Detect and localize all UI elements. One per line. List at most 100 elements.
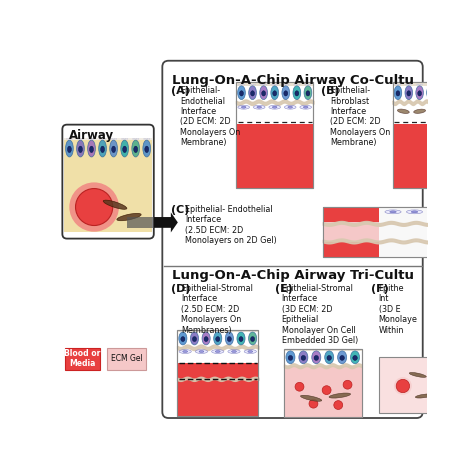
Circle shape	[208, 330, 210, 332]
Ellipse shape	[103, 200, 127, 210]
Ellipse shape	[77, 140, 84, 157]
Circle shape	[291, 349, 292, 350]
Circle shape	[145, 138, 146, 140]
Ellipse shape	[145, 146, 149, 153]
Text: Epithelial-
Fibroblast
Interface
(2D ECM: 2D
Monolayers On
Membrane): Epithelial- Fibroblast Interface (2D ECM…	[330, 86, 391, 147]
Circle shape	[132, 138, 134, 140]
Circle shape	[297, 84, 299, 85]
Bar	[392, 124, 447, 188]
Ellipse shape	[269, 105, 281, 109]
Bar	[284, 349, 362, 417]
Ellipse shape	[301, 395, 322, 401]
Circle shape	[331, 349, 333, 350]
Ellipse shape	[439, 91, 443, 96]
Bar	[65, 348, 100, 370]
Circle shape	[93, 138, 95, 140]
Text: Epithe
Int
(3D E
Monolaye
Within: Epithe Int (3D E Monolaye Within	[379, 284, 418, 335]
Bar	[392, 82, 447, 188]
Text: Blood or
Media: Blood or Media	[64, 349, 100, 368]
Bar	[323, 207, 447, 257]
Ellipse shape	[132, 140, 139, 157]
Ellipse shape	[271, 86, 279, 100]
Circle shape	[355, 349, 357, 350]
Ellipse shape	[257, 106, 262, 108]
Ellipse shape	[407, 91, 410, 96]
Circle shape	[295, 383, 304, 391]
Ellipse shape	[415, 394, 433, 398]
Ellipse shape	[398, 109, 409, 113]
Circle shape	[127, 138, 128, 140]
Circle shape	[68, 138, 69, 140]
Ellipse shape	[284, 91, 288, 96]
Text: (D): (D)	[171, 284, 191, 294]
Circle shape	[306, 349, 307, 350]
Circle shape	[344, 349, 346, 350]
Bar	[236, 82, 313, 86]
Ellipse shape	[438, 86, 445, 100]
Circle shape	[284, 84, 286, 85]
Circle shape	[90, 138, 91, 140]
Ellipse shape	[406, 210, 422, 214]
Circle shape	[407, 84, 409, 85]
Ellipse shape	[288, 356, 293, 360]
Ellipse shape	[192, 337, 197, 342]
Ellipse shape	[134, 146, 137, 153]
Circle shape	[312, 349, 314, 350]
Circle shape	[103, 138, 104, 140]
Ellipse shape	[228, 337, 231, 342]
Circle shape	[69, 182, 119, 232]
Ellipse shape	[284, 105, 296, 109]
Ellipse shape	[251, 91, 255, 96]
Circle shape	[265, 84, 267, 85]
Circle shape	[308, 84, 310, 85]
Text: Lung-On-A-Chip Airway Tri-Cultu: Lung-On-A-Chip Airway Tri-Cultu	[172, 269, 413, 282]
Circle shape	[276, 84, 278, 85]
Ellipse shape	[273, 106, 277, 108]
Ellipse shape	[143, 140, 151, 157]
Circle shape	[241, 330, 243, 332]
Ellipse shape	[183, 351, 188, 353]
Ellipse shape	[428, 210, 444, 214]
Bar	[107, 348, 146, 370]
Circle shape	[421, 84, 423, 85]
Circle shape	[272, 84, 273, 85]
Circle shape	[273, 84, 274, 85]
Bar	[177, 330, 258, 417]
Circle shape	[443, 84, 445, 85]
Circle shape	[104, 138, 106, 140]
Ellipse shape	[249, 86, 256, 100]
Ellipse shape	[123, 146, 127, 153]
Text: (B): (B)	[321, 86, 340, 96]
Ellipse shape	[325, 351, 334, 364]
Circle shape	[307, 398, 319, 410]
Circle shape	[243, 84, 245, 85]
Circle shape	[340, 349, 342, 350]
Circle shape	[353, 349, 355, 350]
Ellipse shape	[273, 91, 277, 96]
Circle shape	[326, 349, 327, 350]
Circle shape	[249, 84, 251, 85]
Ellipse shape	[112, 146, 116, 153]
Circle shape	[342, 349, 344, 350]
Ellipse shape	[181, 337, 185, 342]
Ellipse shape	[99, 140, 107, 157]
Circle shape	[218, 330, 219, 332]
Circle shape	[79, 138, 81, 140]
Circle shape	[88, 138, 90, 140]
Circle shape	[240, 84, 241, 85]
Bar	[177, 330, 258, 332]
Ellipse shape	[260, 86, 267, 100]
Circle shape	[394, 377, 412, 395]
Bar	[284, 349, 362, 351]
Circle shape	[292, 349, 294, 350]
Ellipse shape	[228, 350, 240, 354]
Ellipse shape	[286, 351, 295, 364]
Text: ECM Gel: ECM Gel	[111, 354, 143, 363]
Text: (E): (E)	[275, 284, 292, 294]
Circle shape	[243, 330, 245, 332]
Circle shape	[264, 84, 265, 85]
Circle shape	[357, 349, 359, 350]
Ellipse shape	[239, 337, 243, 342]
Circle shape	[101, 138, 102, 140]
Circle shape	[286, 84, 287, 85]
